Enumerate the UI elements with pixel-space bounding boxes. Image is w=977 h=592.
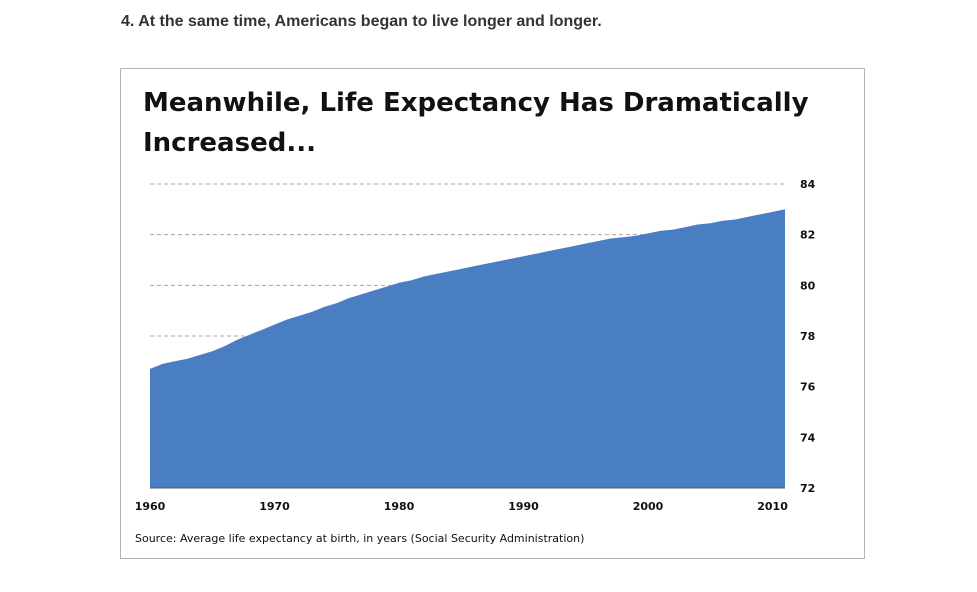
chart-source: Source: Average life expectancy at birth…	[135, 532, 585, 545]
y-tick-label-80: 80	[800, 279, 816, 292]
x-tick-label-2000: 2000	[633, 500, 664, 513]
y-tick-label-76: 76	[800, 381, 816, 394]
chart-plot: 72 74 76 78 80 82 84 1960 1970 1980 1990 2000 2010	[135, 178, 816, 513]
series-area	[150, 209, 785, 489]
y-tick-label-78: 78	[800, 330, 815, 343]
article-heading: 4. At the same time, Americans began to …	[121, 13, 602, 30]
x-tick-label-1970: 1970	[259, 500, 290, 513]
x-tick-label-1980: 1980	[384, 500, 415, 513]
y-tick-label-72: 72	[800, 482, 815, 495]
y-tick-label-84: 84	[800, 178, 816, 191]
x-tick-label-1960: 1960	[135, 500, 166, 513]
x-tick-label-1990: 1990	[508, 500, 539, 513]
chart-figure: Meanwhile, Life Expectancy Has Dramatica…	[120, 68, 865, 559]
chart-title: Meanwhile, Life Expectancy Has Dramatica…	[143, 88, 809, 158]
y-tick-label-82: 82	[800, 229, 815, 242]
x-tick-label-2010: 2010	[757, 500, 788, 513]
y-tick-label-74: 74	[800, 431, 816, 444]
